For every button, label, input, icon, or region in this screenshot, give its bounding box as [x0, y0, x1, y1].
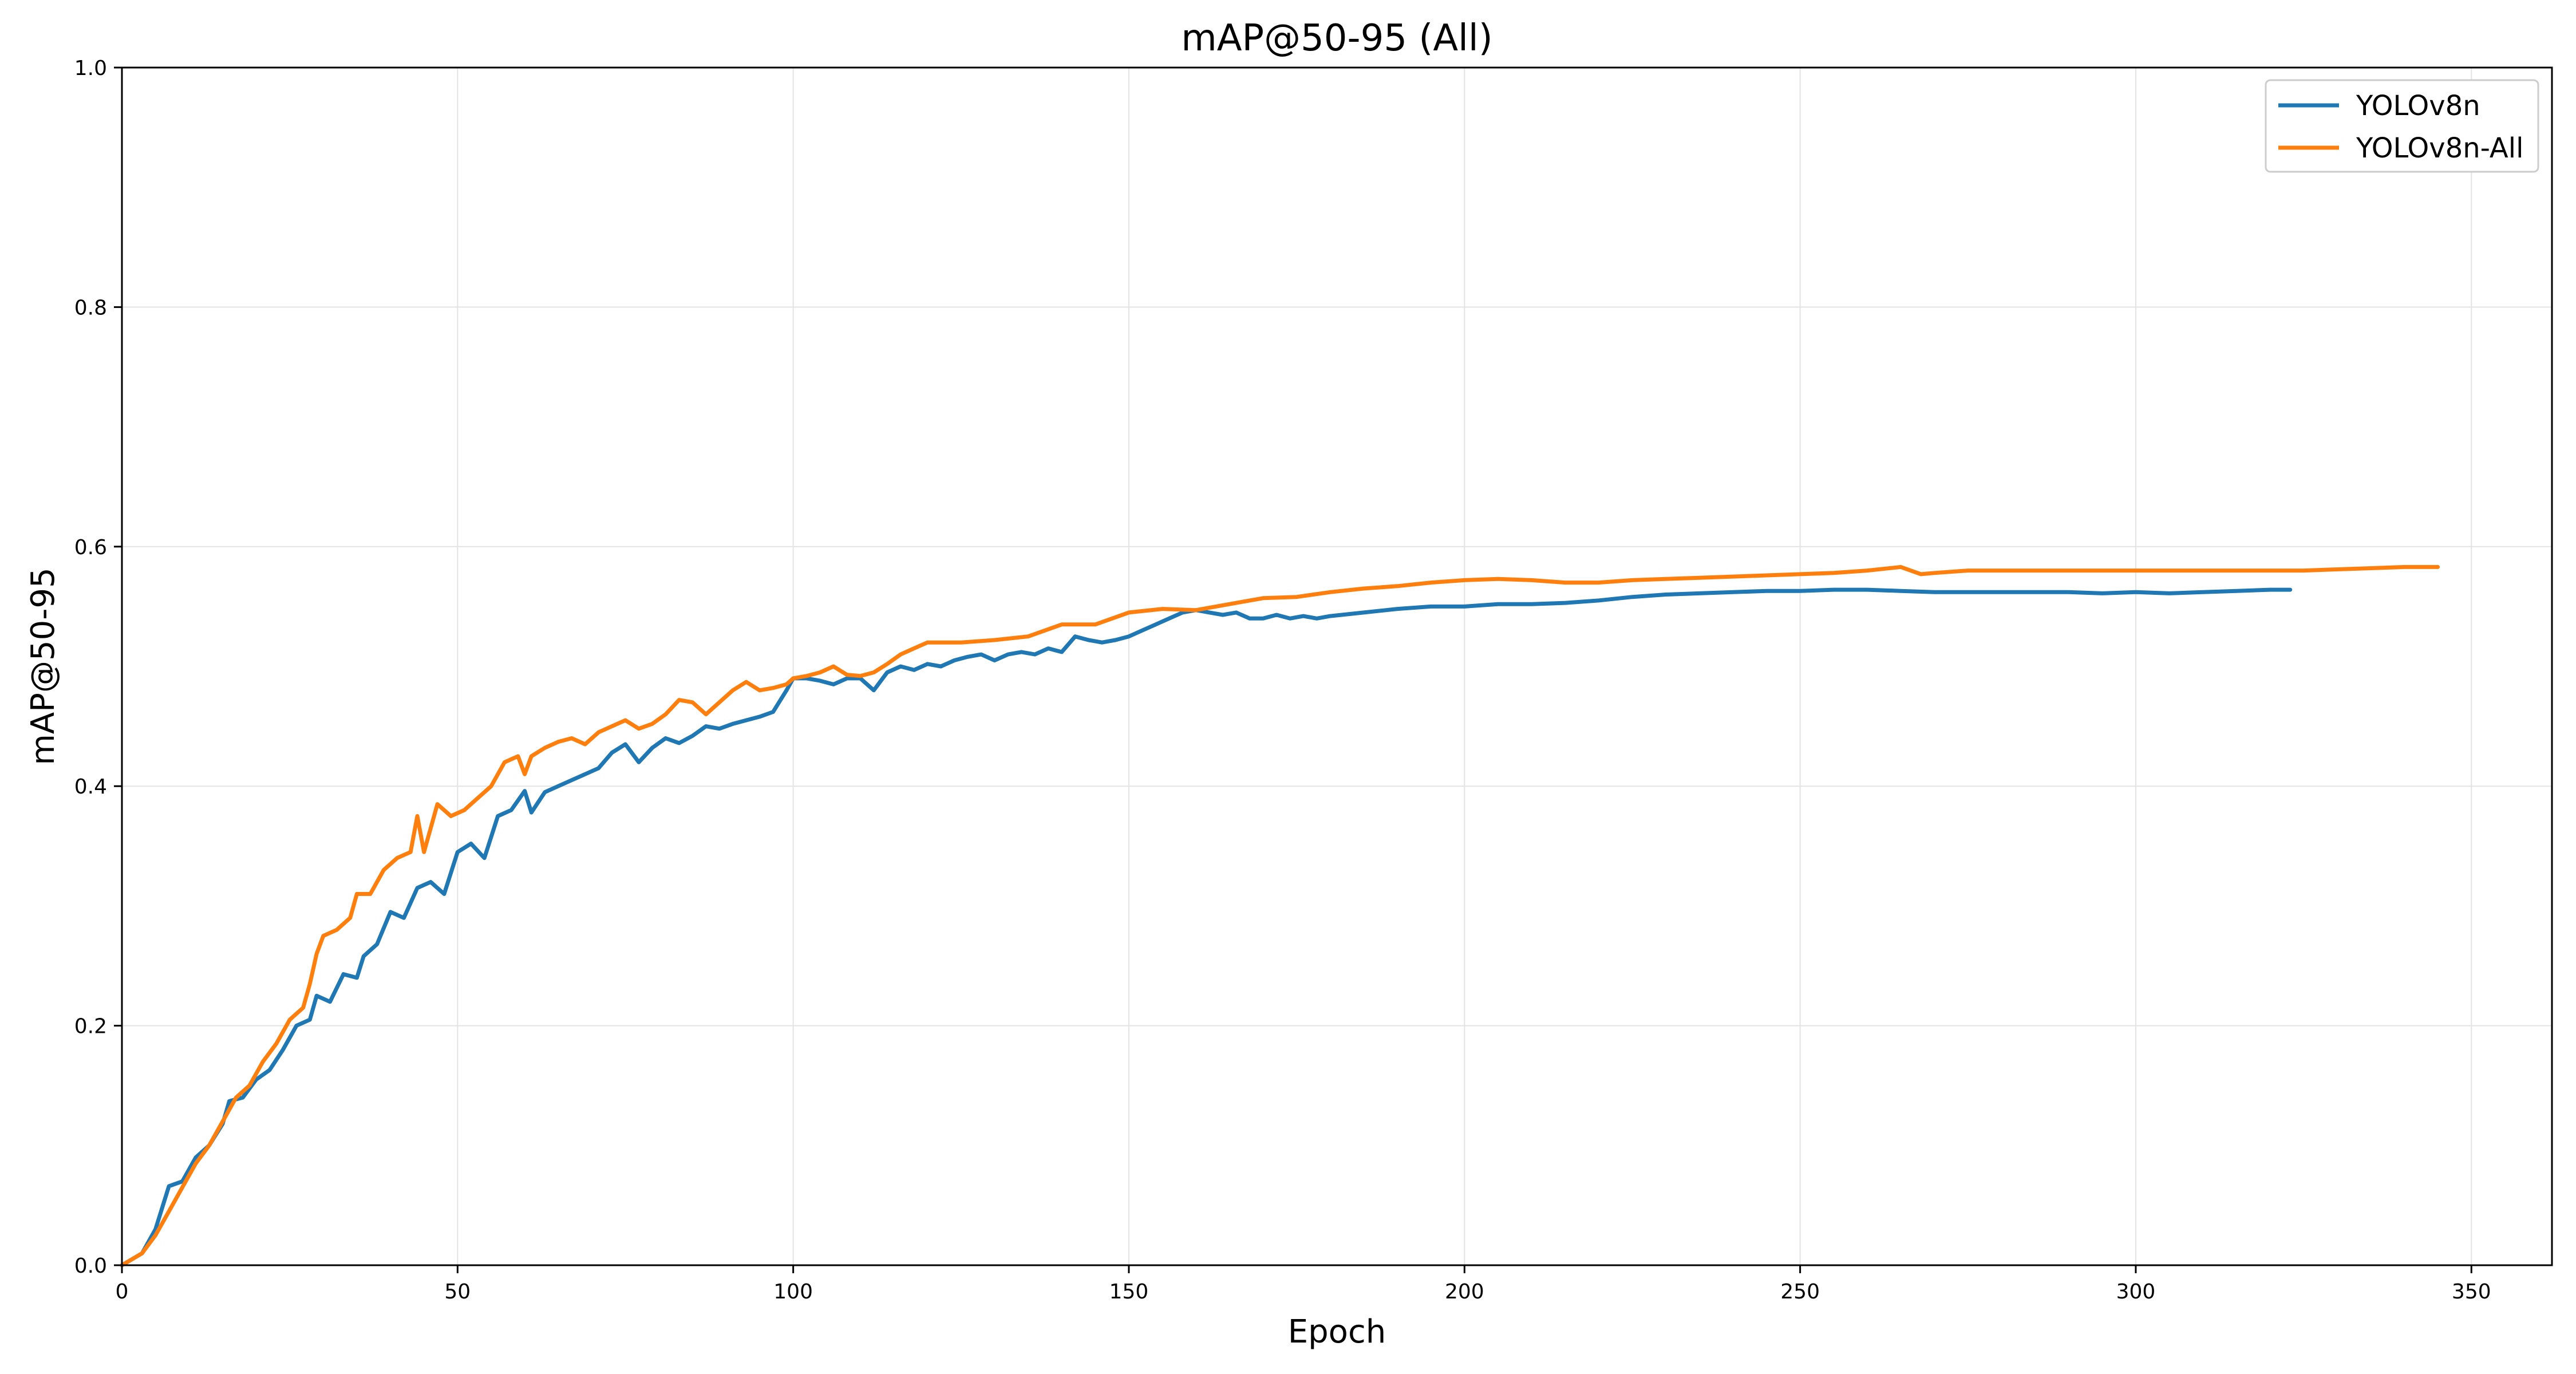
series-lines: [120, 564, 2440, 1268]
legend-label-yolov8n: YOLOv8n: [2356, 90, 2480, 122]
x-tick-label: 50: [444, 1280, 471, 1304]
y-tick-label: 0.0: [74, 1254, 107, 1278]
plot-frame: [121, 66, 2553, 1266]
y-axis-title: mAP@50-95: [25, 567, 62, 765]
x-tick-label: 150: [1109, 1280, 1149, 1304]
x-axis-title: Epoch: [1288, 1313, 1386, 1351]
y-tick-label: 0.8: [74, 296, 107, 319]
y-tick-label: 0.2: [74, 1015, 107, 1039]
x-tick-label: 0: [116, 1280, 129, 1304]
x-tick-label: 200: [1445, 1280, 1484, 1304]
series-line-yolov8n-all: [120, 564, 2440, 1268]
x-tick-label: 350: [2452, 1280, 2491, 1304]
axis-ticks: 0 50 100 150 200 250 300 350 0.0 0.2 0.4 0.6 0.8 1.0: [74, 57, 2491, 1304]
y-tick-label: 0.4: [74, 775, 107, 799]
legend: YOLOv8n YOLOv8n-All: [2265, 79, 2539, 173]
x-tick-label: 300: [2116, 1280, 2156, 1304]
legend-label-yolov8n-all: YOLOv8n-All: [2356, 132, 2523, 164]
y-tick-label: 0.6: [74, 536, 107, 559]
y-tick-label: 1.0: [74, 57, 107, 80]
series-line-yolov8n: [120, 587, 2293, 1268]
x-tick-label: 250: [1780, 1280, 1820, 1304]
chart-title: mAP@50-95 (All): [1181, 17, 1492, 60]
x-tick-label: 100: [773, 1280, 813, 1304]
